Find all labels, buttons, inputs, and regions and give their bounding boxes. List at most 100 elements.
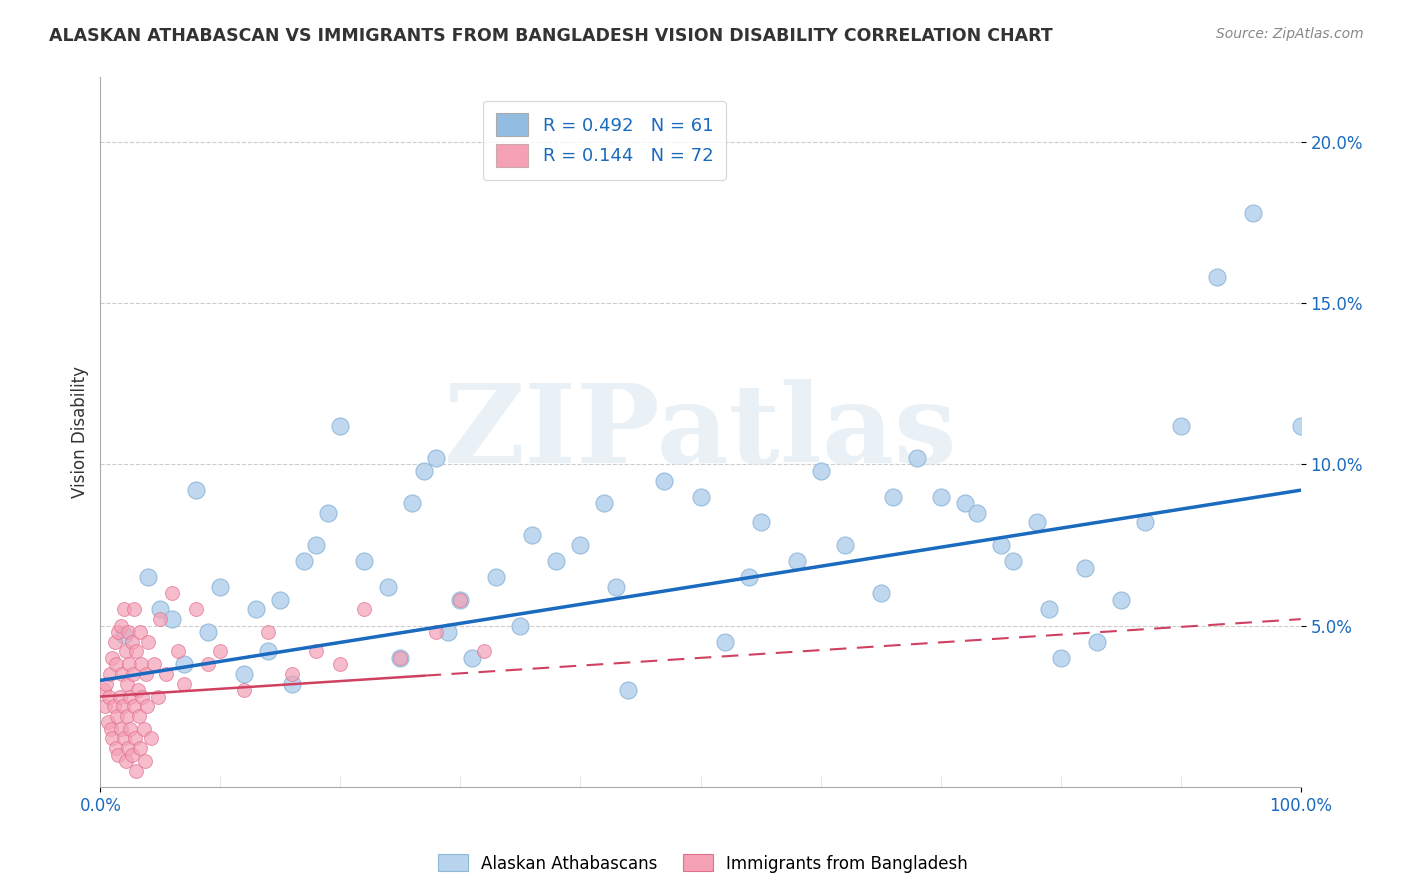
Point bbox=[810, 464, 832, 478]
Point bbox=[114, 754, 136, 768]
Point bbox=[1133, 516, 1156, 530]
Point bbox=[139, 731, 162, 746]
Point bbox=[389, 651, 412, 665]
Point bbox=[209, 644, 232, 658]
Point bbox=[713, 634, 735, 648]
Point bbox=[834, 538, 856, 552]
Point bbox=[149, 602, 172, 616]
Point bbox=[737, 570, 759, 584]
Point bbox=[122, 602, 145, 616]
Point bbox=[117, 625, 139, 640]
Point bbox=[110, 722, 132, 736]
Point bbox=[197, 625, 219, 640]
Point bbox=[112, 602, 135, 616]
Point bbox=[1241, 206, 1264, 220]
Point bbox=[146, 690, 169, 704]
Point bbox=[353, 602, 375, 616]
Point bbox=[120, 722, 142, 736]
Point bbox=[1170, 418, 1192, 433]
Point bbox=[112, 699, 135, 714]
Point bbox=[485, 570, 508, 584]
Point bbox=[129, 625, 152, 640]
Point bbox=[122, 699, 145, 714]
Point bbox=[131, 690, 153, 704]
Point bbox=[593, 496, 616, 510]
Point bbox=[1085, 634, 1108, 648]
Point bbox=[93, 683, 115, 698]
Point bbox=[389, 651, 412, 665]
Point bbox=[101, 651, 124, 665]
Point bbox=[107, 747, 129, 762]
Point bbox=[882, 490, 904, 504]
Point bbox=[425, 625, 447, 640]
Point bbox=[413, 464, 436, 478]
Point bbox=[449, 592, 471, 607]
Point bbox=[461, 651, 484, 665]
Point bbox=[509, 618, 531, 632]
Point bbox=[186, 602, 208, 616]
Point bbox=[121, 634, 143, 648]
Point bbox=[257, 644, 280, 658]
Point bbox=[305, 538, 328, 552]
Point bbox=[281, 676, 304, 690]
Point bbox=[966, 506, 988, 520]
Point bbox=[990, 538, 1012, 552]
Point bbox=[749, 516, 772, 530]
Point bbox=[138, 634, 160, 648]
Point bbox=[117, 741, 139, 756]
Point bbox=[269, 592, 291, 607]
Point bbox=[437, 625, 460, 640]
Point bbox=[1025, 516, 1047, 530]
Point bbox=[1109, 592, 1132, 607]
Point bbox=[233, 667, 256, 681]
Point bbox=[125, 644, 148, 658]
Point bbox=[654, 474, 676, 488]
Point bbox=[1049, 651, 1071, 665]
Text: Source: ZipAtlas.com: Source: ZipAtlas.com bbox=[1216, 27, 1364, 41]
Point bbox=[94, 699, 117, 714]
Text: ALASKAN ATHABASCAN VS IMMIGRANTS FROM BANGLADESH VISION DISABILITY CORRELATION C: ALASKAN ATHABASCAN VS IMMIGRANTS FROM BA… bbox=[49, 27, 1053, 45]
Point bbox=[905, 450, 928, 465]
Point bbox=[149, 612, 172, 626]
Point bbox=[114, 644, 136, 658]
Point bbox=[101, 731, 124, 746]
Point bbox=[98, 667, 121, 681]
Point bbox=[107, 625, 129, 640]
Point bbox=[329, 418, 352, 433]
Point bbox=[125, 764, 148, 778]
Point bbox=[167, 644, 190, 658]
Point bbox=[129, 657, 152, 672]
Point bbox=[245, 602, 267, 616]
Point bbox=[329, 657, 352, 672]
Point bbox=[605, 580, 627, 594]
Point bbox=[121, 667, 143, 681]
Point bbox=[353, 554, 375, 568]
Point bbox=[474, 644, 496, 658]
Point bbox=[689, 490, 711, 504]
Point bbox=[173, 657, 195, 672]
Point bbox=[1073, 560, 1095, 574]
Point bbox=[105, 709, 128, 723]
Point bbox=[115, 676, 138, 690]
Point bbox=[1205, 270, 1227, 285]
Point bbox=[129, 741, 152, 756]
Point bbox=[233, 683, 256, 698]
Legend: Alaskan Athabascans, Immigrants from Bangladesh: Alaskan Athabascans, Immigrants from Ban… bbox=[432, 847, 974, 880]
Point bbox=[449, 592, 471, 607]
Point bbox=[929, 490, 952, 504]
Point bbox=[134, 754, 156, 768]
Point bbox=[124, 731, 146, 746]
Point bbox=[869, 586, 891, 600]
Point bbox=[209, 580, 232, 594]
Legend: R = 0.492   N = 61, R = 0.144   N = 72: R = 0.492 N = 61, R = 0.144 N = 72 bbox=[484, 101, 725, 179]
Point bbox=[97, 690, 120, 704]
Point bbox=[786, 554, 808, 568]
Point bbox=[132, 722, 155, 736]
Point bbox=[186, 483, 208, 498]
Point bbox=[546, 554, 568, 568]
Point bbox=[128, 709, 150, 723]
Point bbox=[1038, 602, 1060, 616]
Point bbox=[173, 676, 195, 690]
Point bbox=[155, 667, 177, 681]
Point bbox=[401, 496, 423, 510]
